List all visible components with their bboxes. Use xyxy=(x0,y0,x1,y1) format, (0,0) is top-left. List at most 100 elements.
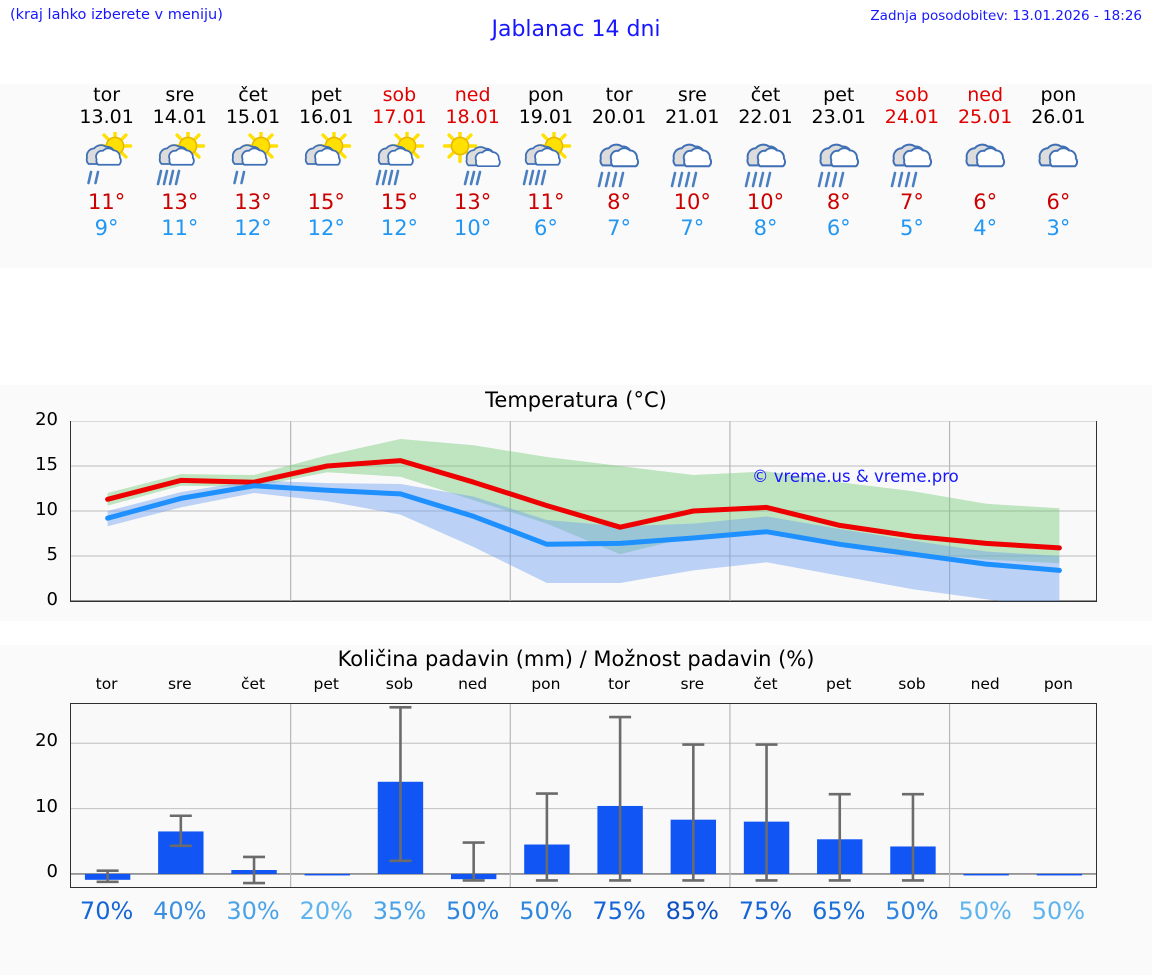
precipitation-day-label: čet xyxy=(240,675,266,693)
sun-cloud-rain-icon xyxy=(376,132,425,186)
temperature-min-label: 9° xyxy=(94,216,119,240)
temperature-min-label: 12° xyxy=(380,216,419,240)
weather-icon xyxy=(68,131,146,189)
cloud-rain-icon xyxy=(597,143,640,188)
weather-icon xyxy=(287,131,365,189)
weather-icon xyxy=(1019,131,1097,189)
forecast-day-column[interactable]: tor 20.01 8° 7° xyxy=(580,84,658,241)
day-date-label: 16.01 xyxy=(299,106,354,128)
temperature-max-label: 15° xyxy=(380,190,419,214)
weather-icon xyxy=(360,131,438,189)
precipitation-y-tick-label: 0 xyxy=(46,860,58,882)
cloud-rain-icon xyxy=(671,143,713,188)
day-of-week-label: pon xyxy=(528,84,564,106)
temperature-min-label: 7° xyxy=(680,216,705,240)
temperature-max-label: 11° xyxy=(87,190,126,214)
day-date-label: 26.01 xyxy=(1031,106,1086,128)
temperature-chart-title: Temperatura (°C) xyxy=(485,388,667,412)
precipitation-probability-label: 50% xyxy=(519,897,573,925)
sun-cloud-rain-icon xyxy=(522,132,572,186)
precipitation-chart-title: Količina padavin (mm) / Možnost padavin … xyxy=(337,647,815,671)
forecast-day-column[interactable]: ned 25.01 6° 4° xyxy=(946,84,1024,241)
page-title: Jablanac 14 dni xyxy=(491,17,661,42)
day-of-week-label: pet xyxy=(823,84,855,106)
temperature-min-label: 6° xyxy=(826,216,851,240)
day-of-week-label: čet xyxy=(238,84,268,106)
day-of-week-label: sre xyxy=(677,84,707,106)
day-of-week-label: pon xyxy=(1040,84,1077,106)
weather-icon xyxy=(653,131,731,189)
day-date-label: 17.01 xyxy=(372,106,427,128)
temperature-max-label: 13° xyxy=(454,190,492,214)
temperature-max-label: 8° xyxy=(826,190,851,214)
temperature-min-label: 3° xyxy=(1046,216,1071,240)
temperature-y-tick-label: 15 xyxy=(35,454,58,475)
forecast-day-column[interactable]: pon 19.01 11° 6° xyxy=(507,84,585,241)
precipitation-day-label: čet xyxy=(753,675,778,693)
forecast-day-column[interactable]: sre 14.01 13° 11° xyxy=(141,84,219,241)
forecast-day-column[interactable]: čet 15.01 13° 12° xyxy=(214,84,292,241)
precipitation-probability-label: 65% xyxy=(812,897,866,925)
day-of-week-label: sob xyxy=(382,84,417,106)
temperature-min-label: 4° xyxy=(973,216,998,240)
temperature-min-label: 11° xyxy=(161,216,199,240)
temperature-max-label: 13° xyxy=(234,190,272,214)
temperature-min-label: 8° xyxy=(753,216,778,240)
precipitation-day-label: sre xyxy=(680,675,705,693)
forecast-day-column[interactable]: sob 24.01 7° 5° xyxy=(873,84,951,241)
forecast-day-column[interactable]: sre 21.01 10° 7° xyxy=(653,84,731,241)
precipitation-probability-label: 70% xyxy=(79,897,134,925)
forecast-day-column[interactable]: čet 22.01 10° 8° xyxy=(727,84,805,241)
temperature-min-label: 5° xyxy=(900,216,924,240)
precipitation-probability-label: 35% xyxy=(372,897,427,925)
day-of-week-label: tor xyxy=(93,84,121,106)
temperature-y-tick-label: 5 xyxy=(46,544,58,565)
day-date-label: 14.01 xyxy=(152,106,208,128)
forecast-day-column[interactable]: ned 18.01 13° 10° xyxy=(434,84,512,241)
precipitation-plot-area xyxy=(70,703,1097,888)
cloud-icon xyxy=(1038,143,1079,168)
temperature-max-label: 6° xyxy=(1046,190,1071,214)
day-date-label: 20.01 xyxy=(591,106,647,128)
forecast-day-column[interactable]: pon 26.01 6° 3° xyxy=(1019,84,1097,241)
precipitation-y-tick-label: 20 xyxy=(35,730,58,752)
day-date-label: 23.01 xyxy=(811,106,866,128)
precipitation-probability-label: 50% xyxy=(1031,897,1086,925)
temperature-chart-section: Temperatura (°C) 0 5 10 15 20 xyxy=(0,385,1152,621)
sun-cloud-icon xyxy=(305,132,352,166)
temperature-max-label: 10° xyxy=(746,190,785,214)
day-date-label: 24.01 xyxy=(884,106,940,128)
precipitation-day-label: ned xyxy=(970,675,1000,693)
weather-icon xyxy=(434,131,512,189)
precipitation-probability-label: 75% xyxy=(738,897,793,925)
cloud-rain-icon xyxy=(744,143,786,188)
forecast-day-column[interactable]: tor 13.01 11° 9° xyxy=(68,84,146,241)
forecast-day-column[interactable]: sob 17.01 15° 12° xyxy=(360,84,438,241)
day-of-week-label: ned xyxy=(967,84,1004,106)
temperature-plot-area xyxy=(70,421,1097,602)
daily-forecast-strip: tor 13.01 11° 9° sre 14.01 13° 11° čet 15.01 13… xyxy=(0,84,1152,268)
temperature-min-label: 12° xyxy=(307,216,345,240)
precipitation-probability-label: 30% xyxy=(226,897,280,925)
cloud-rain-icon xyxy=(817,143,859,188)
temperature-max-label: 8° xyxy=(607,190,632,214)
sun-cloud-rain-icon xyxy=(156,132,206,186)
weather-icon xyxy=(141,131,219,189)
temperature-min-label: 7° xyxy=(607,216,632,240)
day-of-week-label: tor xyxy=(605,84,633,106)
forecast-day-column[interactable]: pet 23.01 8° 6° xyxy=(800,84,878,241)
precipitation-day-label: tor xyxy=(608,675,631,693)
temperature-max-label: 7° xyxy=(900,190,924,214)
weather-icon xyxy=(214,131,292,189)
precipitation-day-label: pet xyxy=(826,675,852,693)
weather-icon xyxy=(580,131,658,189)
copyright-credit: © vreme.us & vreme.pro xyxy=(752,467,959,486)
precipitation-probability-label: 50% xyxy=(885,897,939,925)
cloud-icon xyxy=(965,143,1006,168)
temperature-max-label: 10° xyxy=(673,190,711,214)
day-date-label: 25.01 xyxy=(957,106,1013,128)
day-of-week-label: sre xyxy=(165,84,195,106)
forecast-day-column[interactable]: pet 16.01 15° 12° xyxy=(287,84,365,241)
day-of-week-label: pet xyxy=(310,84,342,106)
day-of-week-label: čet xyxy=(750,84,781,106)
